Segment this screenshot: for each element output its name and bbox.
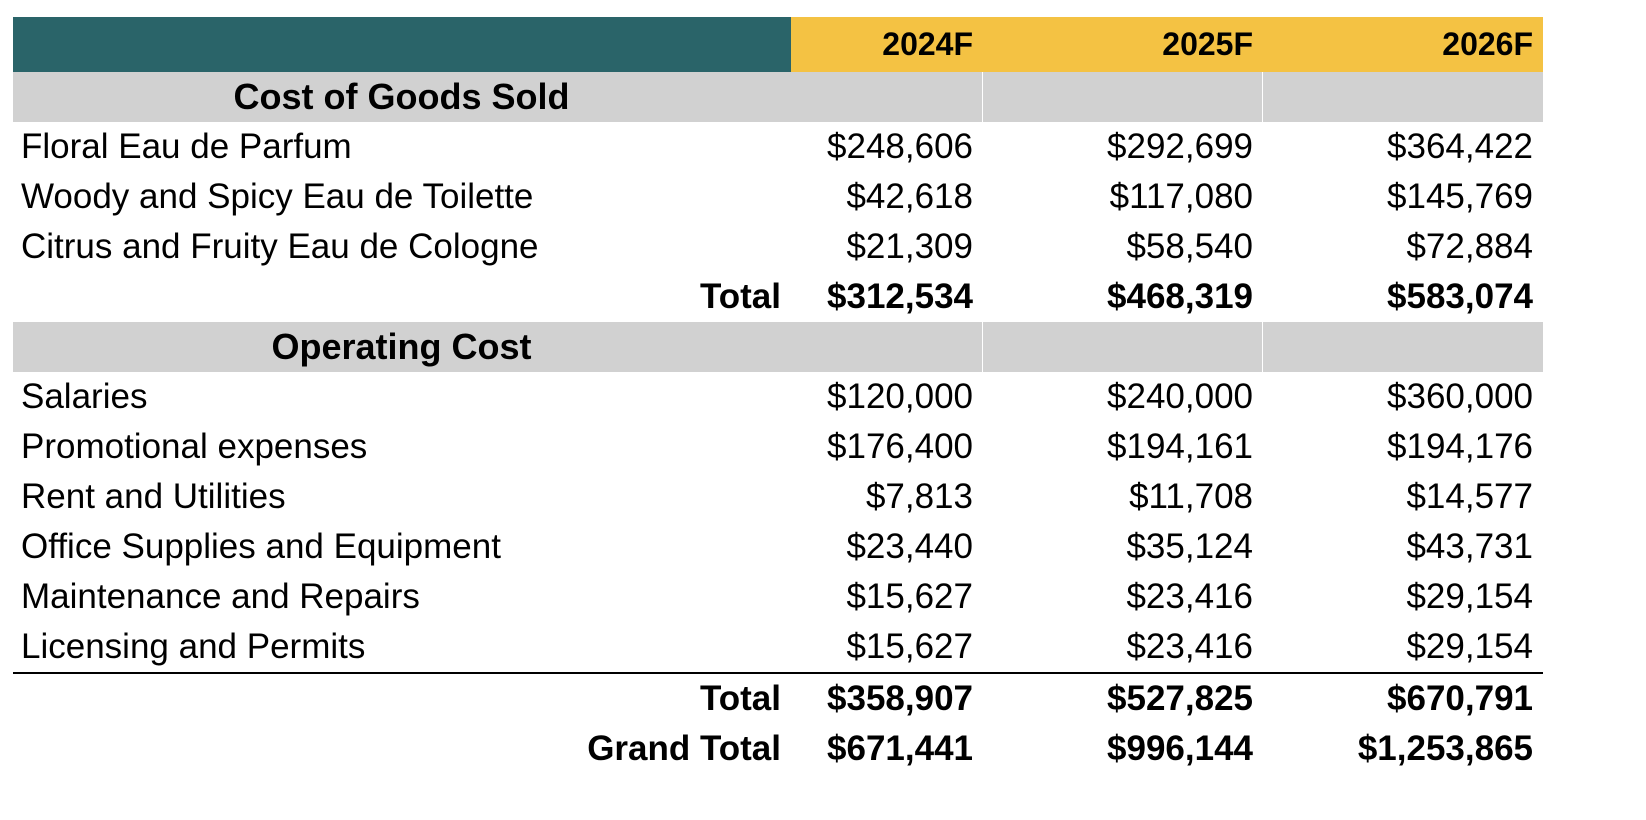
value-2025f: $292,699 bbox=[1107, 127, 1253, 166]
value-2024f: $23,440 bbox=[846, 527, 973, 566]
row-label: Salaries bbox=[21, 377, 148, 416]
table-row: Maintenance and Repairs $15,627 $23,416 … bbox=[13, 572, 1543, 622]
value-2024f: $176,400 bbox=[827, 427, 973, 466]
header-2026f: 2026F bbox=[1263, 17, 1543, 72]
section-fill-cell bbox=[981, 72, 1263, 122]
grand-total-2026f: $1,253,865 bbox=[1357, 729, 1533, 768]
value-2026f: $14,577 bbox=[1406, 477, 1533, 516]
section-title: Cost of Goods Sold bbox=[13, 72, 790, 122]
total-2026f: $583,074 bbox=[1387, 277, 1533, 316]
value-2024f: $15,627 bbox=[846, 627, 973, 666]
total-2025f: $468,319 bbox=[1107, 277, 1253, 316]
row-label: Woody and Spicy Eau de Toilette bbox=[21, 177, 534, 216]
section-fill-cell bbox=[981, 322, 1263, 372]
value-2025f: $194,161 bbox=[1107, 427, 1253, 466]
value-2025f: $23,416 bbox=[1126, 627, 1253, 666]
table-row: Salaries $120,000 $240,000 $360,000 bbox=[13, 372, 1543, 422]
table-row: Licensing and Permits $15,627 $23,416 $2… bbox=[13, 622, 1543, 672]
row-label: Floral Eau de Parfum bbox=[21, 127, 352, 166]
section-header-cogs: Cost of Goods Sold bbox=[13, 72, 1544, 122]
row-label: Maintenance and Repairs bbox=[21, 577, 420, 616]
section-fill-cell bbox=[789, 72, 982, 122]
table-row: Woody and Spicy Eau de Toilette $42,618 … bbox=[13, 172, 1543, 222]
total-2024f: $358,907 bbox=[827, 679, 973, 718]
section-fill-cell bbox=[1262, 322, 1544, 372]
value-2025f: $35,124 bbox=[1126, 527, 1253, 566]
value-2025f: $23,416 bbox=[1126, 577, 1253, 616]
value-2026f: $364,422 bbox=[1387, 127, 1533, 166]
total-2024f: $312,534 bbox=[827, 277, 973, 316]
value-2024f: $7,813 bbox=[865, 477, 973, 516]
value-2024f: $21,309 bbox=[846, 227, 973, 266]
value-2026f: $194,176 bbox=[1387, 427, 1533, 466]
table-row: Rent and Utilities $7,813 $11,708 $14,57… bbox=[13, 472, 1543, 522]
total-label: Total bbox=[699, 679, 781, 718]
value-2026f: $145,769 bbox=[1387, 177, 1533, 216]
header-blank-cell bbox=[13, 17, 791, 72]
value-2026f: $29,154 bbox=[1406, 577, 1533, 616]
total-2025f: $527,825 bbox=[1107, 679, 1253, 718]
section-fill-cell bbox=[1262, 72, 1544, 122]
value-2026f: $29,154 bbox=[1406, 627, 1533, 666]
total-divider-line bbox=[13, 672, 1543, 674]
value-2024f: $15,627 bbox=[846, 577, 973, 616]
row-label: Office Supplies and Equipment bbox=[21, 527, 501, 566]
section-fill-cell bbox=[789, 322, 982, 372]
grand-total-row: Grand Total $671,441 $996,144 $1,253,865 bbox=[13, 724, 1543, 774]
header-2025f: 2025F bbox=[983, 17, 1263, 72]
value-2025f: $58,540 bbox=[1126, 227, 1253, 266]
grand-total-2024f: $671,441 bbox=[827, 729, 973, 768]
table-header-row: 2024F 2025F 2026F bbox=[13, 17, 1543, 72]
value-2025f: $11,708 bbox=[1129, 477, 1253, 516]
value-2025f: $117,080 bbox=[1109, 177, 1253, 216]
table-row: Floral Eau de Parfum $248,606 $292,699 $… bbox=[13, 122, 1543, 172]
table-row: Office Supplies and Equipment $23,440 $3… bbox=[13, 522, 1543, 572]
value-2024f: $120,000 bbox=[827, 377, 973, 416]
section-title: Operating Cost bbox=[13, 322, 790, 372]
value-2024f: $248,606 bbox=[827, 127, 973, 166]
value-2025f: $240,000 bbox=[1107, 377, 1253, 416]
row-label: Citrus and Fruity Eau de Cologne bbox=[21, 227, 539, 266]
table-row: Citrus and Fruity Eau de Cologne $21,309… bbox=[13, 222, 1543, 272]
row-label: Promotional expenses bbox=[21, 427, 368, 466]
section-header-operating: Operating Cost bbox=[13, 322, 1544, 372]
table-row: Promotional expenses $176,400 $194,161 $… bbox=[13, 422, 1543, 472]
header-2024f: 2024F bbox=[791, 17, 983, 72]
cost-table: 2024F 2025F 2026F Cost of Goods Sold Flo… bbox=[13, 17, 1544, 774]
grand-total-label: Grand Total bbox=[587, 729, 781, 768]
row-label: Rent and Utilities bbox=[21, 477, 286, 516]
value-2026f: $360,000 bbox=[1387, 377, 1533, 416]
total-2026f: $670,791 bbox=[1387, 679, 1533, 718]
value-2024f: $42,618 bbox=[846, 177, 973, 216]
grand-total-2025f: $996,144 bbox=[1107, 729, 1253, 768]
row-label: Licensing and Permits bbox=[21, 627, 366, 666]
value-2026f: $72,884 bbox=[1406, 227, 1533, 266]
cogs-total-row: Total $312,534 $468,319 $583,074 bbox=[13, 272, 1543, 322]
total-label: Total bbox=[699, 277, 781, 316]
operating-total-row: Total $358,907 $527,825 $670,791 bbox=[13, 674, 1543, 724]
value-2026f: $43,731 bbox=[1406, 527, 1533, 566]
